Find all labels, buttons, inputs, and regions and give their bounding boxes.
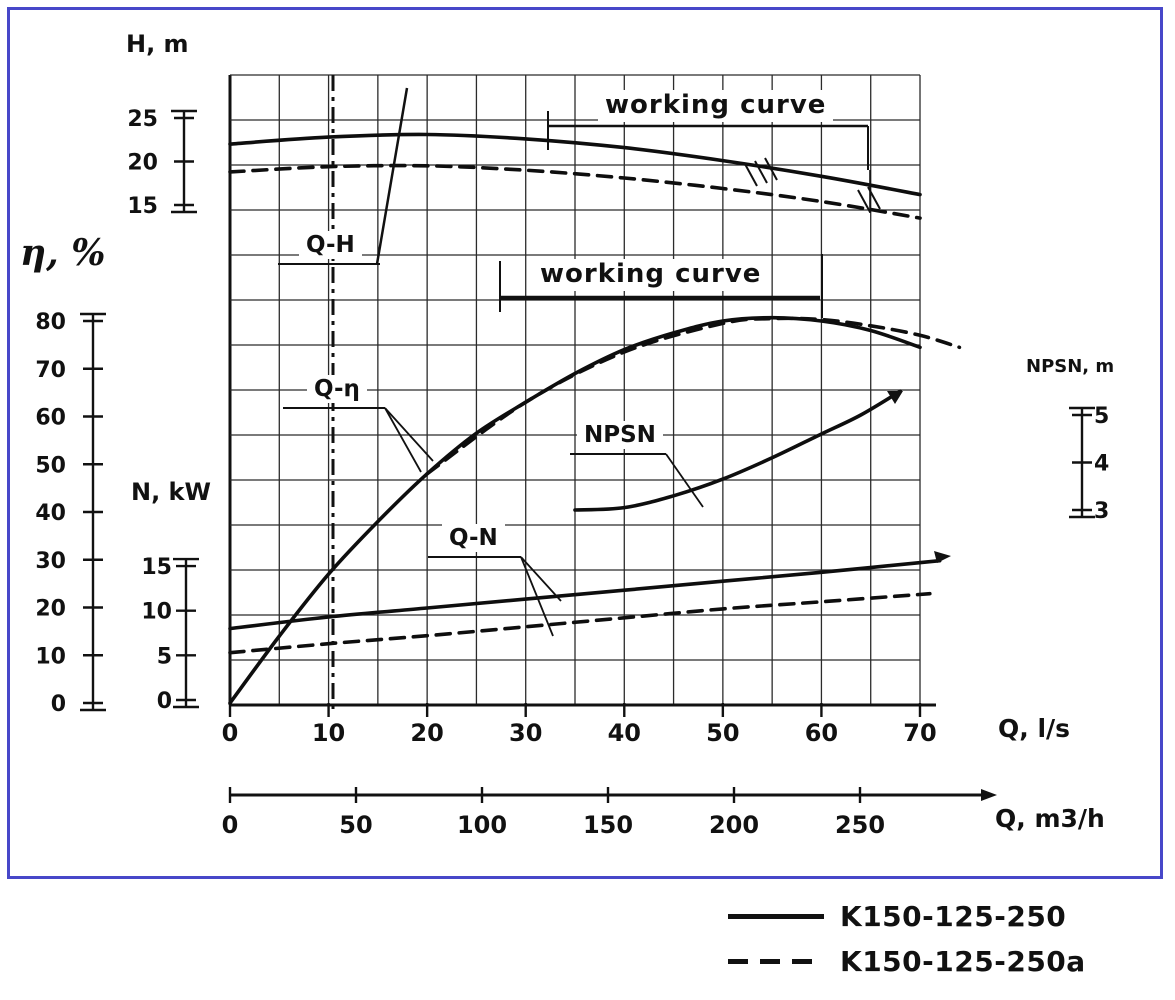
legend-label: K150-125-250 bbox=[840, 900, 1067, 933]
q-ls-tick-label: 10 bbox=[312, 719, 345, 747]
q-n-curve-label: Q-N bbox=[442, 524, 505, 553]
npsn-tick-label: 4 bbox=[1094, 452, 1109, 477]
npsn-curve-label: NPSN bbox=[577, 421, 663, 450]
h-tick-label: 20 bbox=[127, 151, 158, 176]
q-ls-tick-label: 40 bbox=[608, 719, 641, 747]
q-ls-tick-label: 20 bbox=[410, 719, 443, 747]
npsn-axis-title: NPSN, m bbox=[1026, 356, 1115, 377]
q-ls-tick-label: 0 bbox=[222, 719, 239, 747]
curve-q-h-k150-125-250 bbox=[228, 132, 922, 197]
curve-q-η-k150-125-250a bbox=[425, 316, 962, 476]
q-eta-curve-label: Q-η bbox=[307, 375, 367, 404]
q-ls-tick-label: 50 bbox=[706, 719, 739, 747]
eta-tick-label: 80 bbox=[35, 310, 66, 335]
curve-q-n-k150-125-250a bbox=[228, 591, 932, 655]
chart-annotations bbox=[278, 75, 997, 801]
n-axis-title: N, kW bbox=[131, 478, 211, 506]
npsn-tick-label: 3 bbox=[1094, 499, 1109, 524]
eta-tick-label: 30 bbox=[35, 549, 66, 574]
q-h-curve-label: Q-H bbox=[299, 231, 362, 260]
q-ls-tick-label: 30 bbox=[509, 719, 542, 747]
eta-tick-label: 60 bbox=[35, 406, 66, 431]
eta-tick-label: 70 bbox=[35, 358, 66, 383]
eta-tick-label: 10 bbox=[35, 644, 66, 669]
q-m3h-tick-label: 0 bbox=[222, 811, 239, 839]
legend: K150-125-250 K150-125-250a bbox=[728, 894, 1086, 984]
h-axis-title: H, m bbox=[126, 30, 189, 58]
eta-tick-label: 50 bbox=[35, 453, 66, 478]
q-m3h-tick-label: 200 bbox=[709, 811, 759, 839]
n-tick-label: 15 bbox=[141, 555, 172, 580]
legend-dashed-line-sample bbox=[728, 959, 824, 964]
q-ls-tick-label: 70 bbox=[903, 719, 936, 747]
q-m3h-tick-label: 100 bbox=[457, 811, 507, 839]
q-n-arrowhead bbox=[934, 551, 951, 563]
q-m3h-tick-label: 150 bbox=[583, 811, 633, 839]
legend-item-dashed: K150-125-250a bbox=[728, 939, 1086, 984]
q-m3h-axis-arrowhead bbox=[981, 789, 997, 801]
npsn-leader-line bbox=[665, 453, 704, 508]
q-m3h-axis-title: Q, m3/h bbox=[995, 804, 1105, 833]
eta-axis-title: η, % bbox=[20, 232, 106, 274]
q-m3h-tick-label: 250 bbox=[835, 811, 885, 839]
eta-tick-label: 0 bbox=[51, 692, 66, 717]
n-tick-label: 10 bbox=[141, 600, 172, 625]
eta-tick-label: 20 bbox=[35, 597, 66, 622]
legend-item-solid: K150-125-250 bbox=[728, 894, 1086, 939]
q-ls-tick-label: 60 bbox=[805, 719, 838, 747]
n-tick-label: 0 bbox=[157, 689, 172, 714]
hatch-marks bbox=[744, 157, 881, 213]
working-curve-top-label: working curve bbox=[598, 90, 834, 122]
curve-q-h-k150-125-250a bbox=[228, 163, 922, 220]
curve-npsn bbox=[573, 389, 903, 512]
n-tick-label: 5 bbox=[157, 644, 172, 669]
npsn-tick-label: 5 bbox=[1094, 404, 1109, 429]
h-tick-label: 15 bbox=[127, 194, 158, 219]
h-tick-label: 25 bbox=[127, 107, 158, 132]
legend-label: K150-125-250a bbox=[840, 945, 1086, 978]
q-eta-leader-line bbox=[384, 407, 434, 462]
npsn-arrowhead bbox=[887, 391, 903, 404]
legend-solid-line-sample bbox=[728, 914, 824, 919]
eta-tick-label: 40 bbox=[35, 501, 66, 526]
q-m3h-tick-label: 50 bbox=[339, 811, 372, 839]
curve-q-n-k150-125-250 bbox=[228, 558, 942, 631]
q-n-leader-line bbox=[520, 556, 562, 602]
q-ls-axis-title: Q, l/s bbox=[998, 714, 1071, 743]
q-h-leader-line bbox=[375, 87, 409, 265]
working-curve-mid-label: working curve bbox=[533, 259, 769, 291]
